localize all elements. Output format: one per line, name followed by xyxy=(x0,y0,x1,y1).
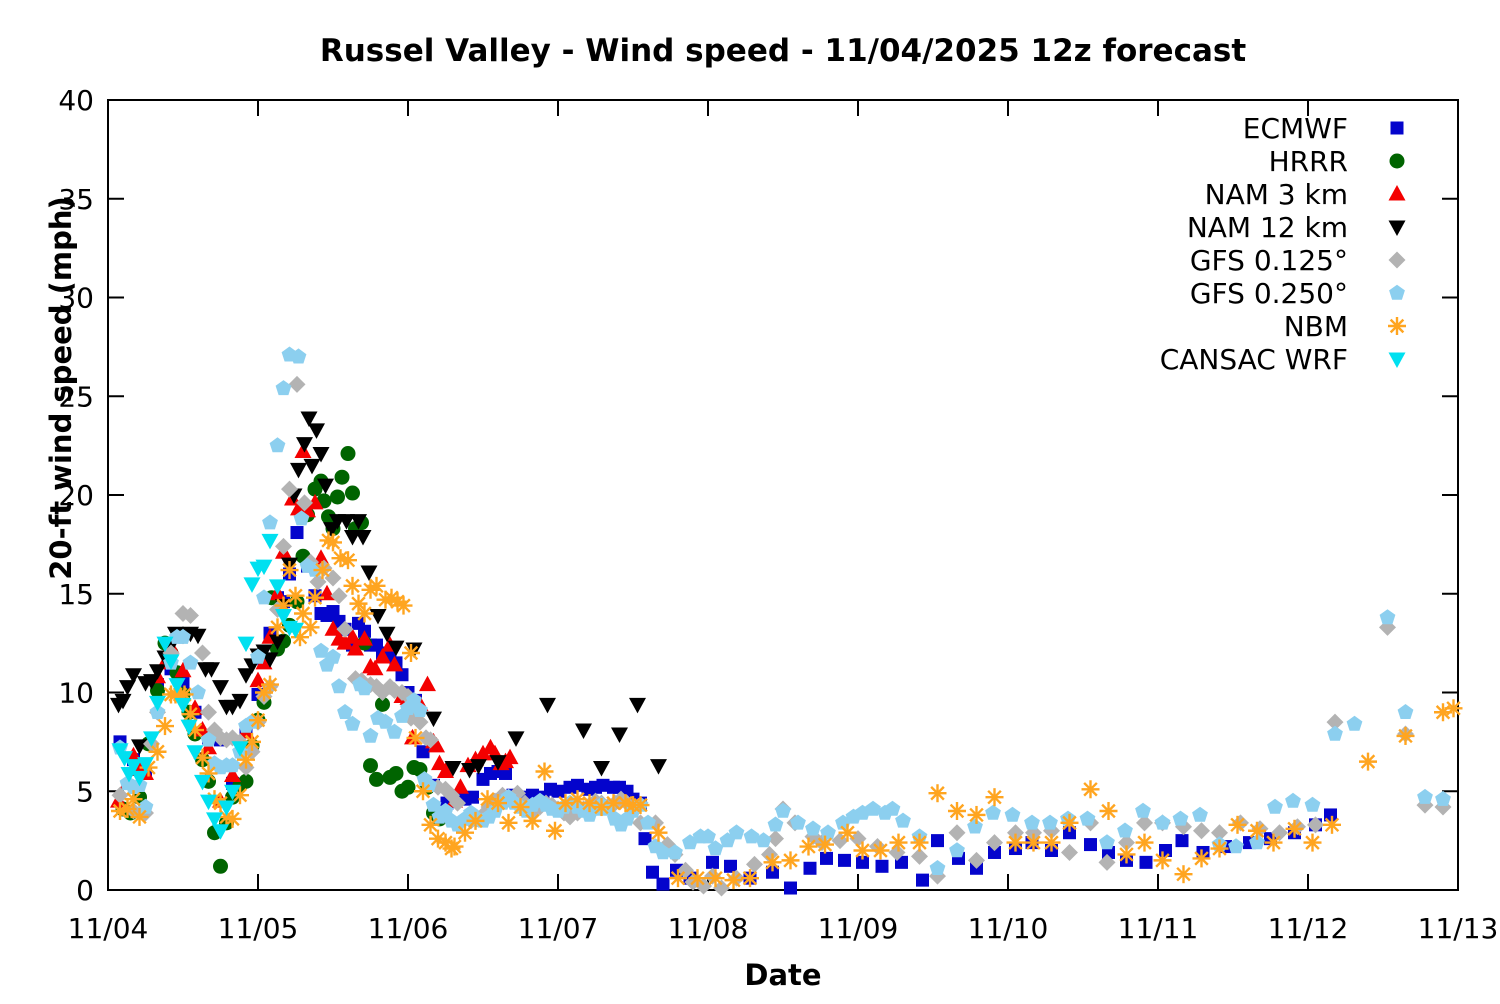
legend-item-nam-12-km: NAM 12 km xyxy=(1187,211,1406,244)
legend-label: NAM 3 km xyxy=(1205,178,1348,211)
x-tick-label: 11/10 xyxy=(968,912,1049,945)
x-tick-label: 11/11 xyxy=(1118,912,1199,945)
series-gfs-0-125 xyxy=(111,375,1452,897)
legend-label: NAM 12 km xyxy=(1187,211,1348,244)
y-tick-label: 35 xyxy=(58,183,94,216)
chart-title: Russel Valley - Wind speed - 11/04/2025 … xyxy=(319,33,1247,69)
x-tick-label: 11/13 xyxy=(1418,912,1499,945)
y-tick-label: 5 xyxy=(76,775,94,808)
legend-label: CANSAC WRF xyxy=(1160,343,1348,376)
y-tick-label: 15 xyxy=(58,578,94,611)
legend-marker-diamond-icon xyxy=(1388,251,1406,269)
legend-item-nbm: NBM xyxy=(1284,310,1406,343)
legend-item-ecmwf: ECMWF xyxy=(1243,112,1404,145)
legend-item-gfs-0-125: GFS 0.125° xyxy=(1190,244,1406,277)
x-axis: 11/04 11/05 11/06 11/07 11/08 11/09 11/10 11/11… xyxy=(68,100,1499,945)
y-tick-label: 30 xyxy=(58,282,94,315)
y-tick-label: 0 xyxy=(76,874,94,907)
legend-label: NBM xyxy=(1284,310,1348,343)
y-axis-title: 20-ft wind speed (mph) xyxy=(44,196,78,580)
legend-item-cansac-wrf: CANSAC WRF xyxy=(1160,343,1406,376)
x-tick-label: 11/06 xyxy=(368,912,449,945)
legend-item-nam-3-km: NAM 3 km xyxy=(1205,178,1406,211)
legend-label: HRRR xyxy=(1269,145,1348,178)
legend-marker-circle-icon xyxy=(1389,153,1405,169)
y-tick-label: 25 xyxy=(58,380,94,413)
legend-marker-asterisk-icon xyxy=(1388,317,1406,335)
legend-label: GFS 0.250° xyxy=(1190,277,1348,310)
x-axis-title: Date xyxy=(744,958,822,992)
legend-item-gfs-0-250: GFS 0.250° xyxy=(1190,277,1405,310)
legend-item-hrrr: HRRR xyxy=(1269,145,1405,178)
legend-marker-pentagon-icon xyxy=(1389,284,1405,300)
x-tick-label: 11/05 xyxy=(218,912,299,945)
x-tick-label: 11/07 xyxy=(518,912,599,945)
y-tick-label: 40 xyxy=(58,84,94,117)
legend-label: ECMWF xyxy=(1243,112,1348,145)
legend-marker-triangle-down-icon xyxy=(1388,352,1406,368)
series-nbm xyxy=(111,531,1463,890)
x-tick-label: 11/04 xyxy=(68,912,149,945)
x-tick-label: 11/08 xyxy=(668,912,749,945)
series-cansac-wrf xyxy=(111,533,304,840)
legend-label: GFS 0.125° xyxy=(1190,244,1348,277)
legend-marker-triangle-up-icon xyxy=(1388,185,1406,201)
y-tick-label: 10 xyxy=(58,677,94,710)
legend-marker-square-icon xyxy=(1390,121,1404,135)
x-tick-label: 11/09 xyxy=(818,912,899,945)
legend-marker-triangle-down-icon xyxy=(1388,220,1406,236)
y-axis: 0 5 10 15 20 25 30 35 40 xyxy=(58,84,1458,907)
y-tick-label: 20 xyxy=(58,479,94,512)
x-tick-label: 11/12 xyxy=(1268,912,1349,945)
